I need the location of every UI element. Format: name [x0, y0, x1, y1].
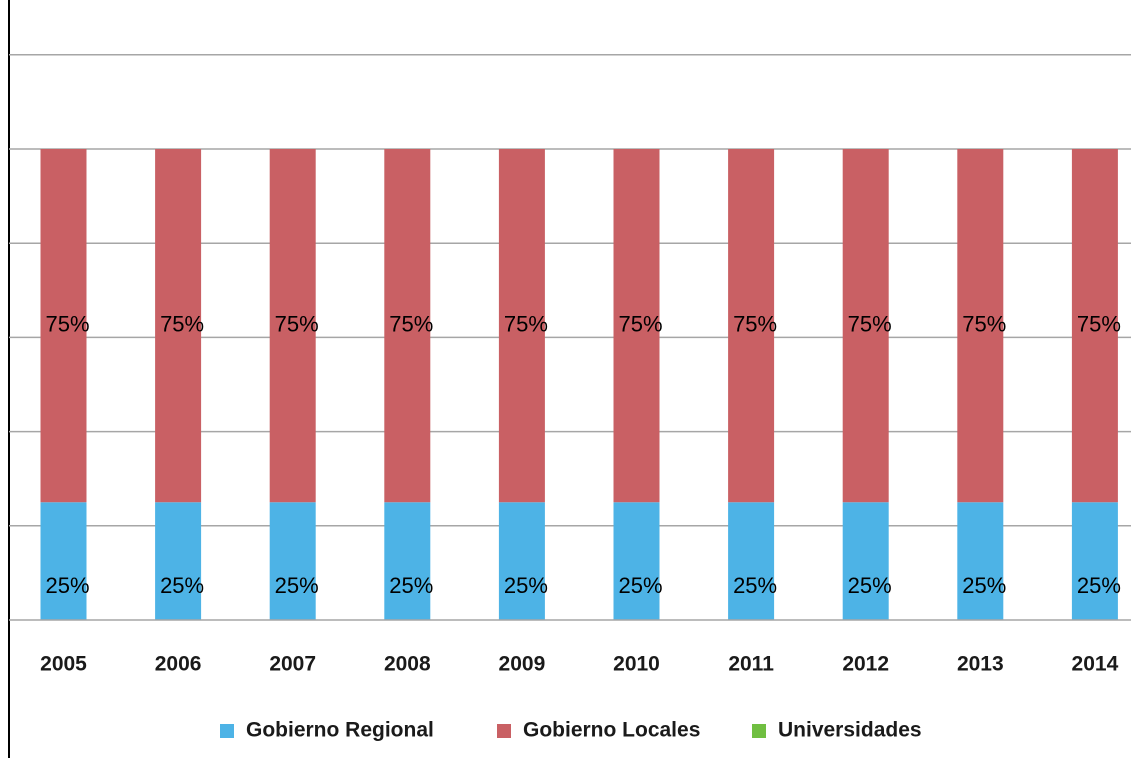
x-tick-label: 2010: [613, 653, 660, 676]
data-label: 75%: [275, 311, 319, 336]
data-label: 75%: [504, 311, 548, 336]
data-label: 25%: [45, 573, 89, 598]
data-label: 25%: [160, 573, 204, 598]
x-tick-label: 2007: [269, 653, 316, 676]
data-label: 75%: [389, 311, 433, 336]
bar-segment: [498, 149, 545, 503]
data-label: 25%: [962, 573, 1006, 598]
bar-segment: [269, 149, 316, 503]
data-label: 75%: [962, 311, 1006, 336]
bar-segment: [957, 149, 1004, 503]
x-tick-label: 2013: [957, 653, 1004, 676]
x-tick-label: 2006: [155, 653, 202, 676]
data-label: 75%: [618, 311, 662, 336]
legend-label: Gobierno Regional: [246, 719, 434, 742]
bar-segment: [957, 502, 1004, 620]
data-label: 75%: [733, 311, 777, 336]
data-label: 25%: [1077, 573, 1121, 598]
data-label: 25%: [389, 573, 433, 598]
legend-label: Universidades: [778, 719, 922, 742]
bar-segment: [40, 149, 87, 503]
x-tick-label: 2012: [842, 653, 889, 676]
bar-segment: [842, 502, 889, 620]
x-tick-label: 2008: [384, 653, 431, 676]
data-label: 75%: [1077, 311, 1121, 336]
bar-segment: [613, 502, 660, 620]
x-tick-label: 2011: [728, 653, 774, 676]
x-tick-label: 2009: [499, 653, 546, 676]
bar-segment: [842, 149, 889, 503]
bar-segment: [155, 502, 202, 620]
bar-segment: [613, 149, 660, 503]
bar-segment: [155, 149, 202, 503]
bars: 25% 75% 25% 75% 25% 75% 25% 75% 25% 75% 25% 75% 25% 7…: [40, 149, 1121, 620]
legend-label: Gobierno Locales: [523, 719, 700, 742]
bar-segment: [384, 149, 431, 503]
x-tick-labels: 2005 2006 2007 2008 2009 2010 2011 2012 2013 2014: [40, 653, 1118, 676]
legend: Gobierno Regional Gobierno Locales Univers…: [220, 719, 922, 742]
bar-segment: [1071, 149, 1118, 503]
legend-swatch: [752, 724, 766, 738]
bar-segment: [498, 502, 545, 620]
data-label: 25%: [848, 573, 892, 598]
legend-swatch: [497, 724, 511, 738]
data-label: 25%: [618, 573, 662, 598]
data-label: 75%: [45, 311, 89, 336]
x-tick-label: 2014: [1072, 653, 1119, 676]
bar-segment: [1071, 502, 1118, 620]
bar-segment: [384, 502, 431, 620]
bar-segment: [40, 502, 87, 620]
data-label: 75%: [848, 311, 892, 336]
x-tick-label: 2005: [40, 653, 87, 676]
data-label: 25%: [275, 573, 319, 598]
bar-segment: [269, 502, 316, 620]
legend-swatch: [220, 724, 234, 738]
data-label: 75%: [160, 311, 204, 336]
bar-segment: [728, 502, 775, 620]
data-label: 25%: [504, 573, 548, 598]
data-label: 25%: [733, 573, 777, 598]
bar-segment: [728, 149, 775, 503]
